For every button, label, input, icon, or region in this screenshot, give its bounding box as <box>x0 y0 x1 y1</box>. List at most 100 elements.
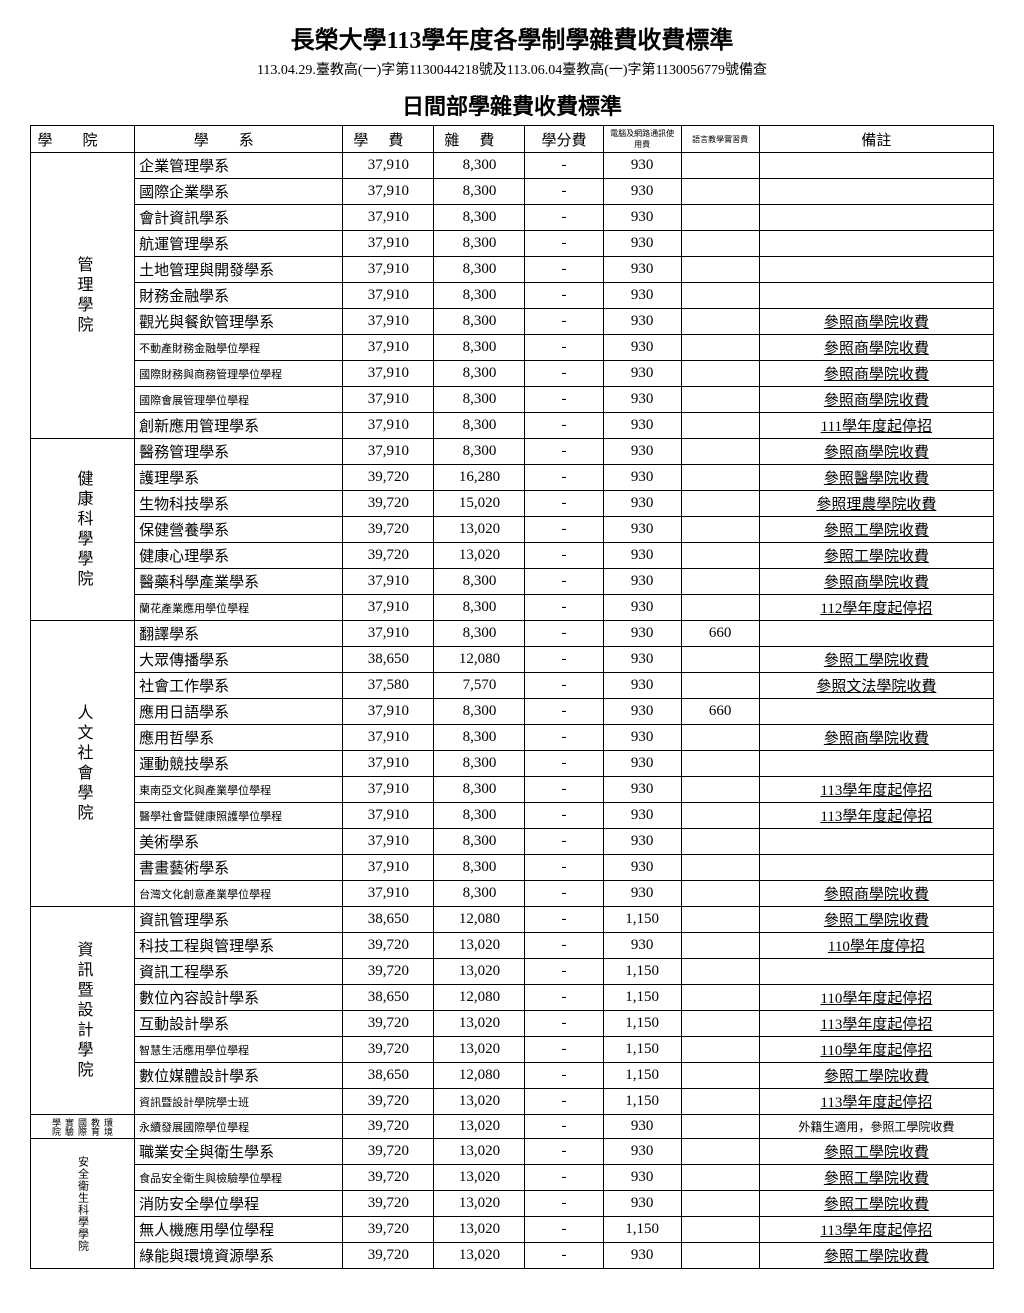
hdr-note: 備註 <box>759 126 993 153</box>
fee-cell: - <box>525 309 603 335</box>
dept-cell: 數位內容設計學系 <box>135 985 343 1011</box>
dept-cell: 醫藥科學產業學系 <box>135 569 343 595</box>
fee-cell: 13,020 <box>434 1115 525 1139</box>
fee-cell: - <box>525 179 603 205</box>
note-cell <box>759 257 993 283</box>
note-cell <box>759 855 993 881</box>
fee-cell: 37,910 <box>343 309 434 335</box>
table-body: 管理學院企業管理學系37,9108,300-930國際企業學系37,9108,3… <box>31 153 994 1269</box>
fee-cell <box>681 517 759 543</box>
fee-cell: - <box>525 1243 603 1269</box>
fee-cell: - <box>525 1139 603 1165</box>
fee-cell: - <box>525 1217 603 1243</box>
fee-cell <box>681 803 759 829</box>
fee-cell: - <box>525 907 603 933</box>
note-cell: 參照商學院收費 <box>759 361 993 387</box>
fee-cell: 930 <box>603 647 681 673</box>
fee-cell: 37,910 <box>343 387 434 413</box>
fee-cell: 8,300 <box>434 777 525 803</box>
fee-table: 學院 學系 學費 雜費 學分費 電腦及網路通訊使用費 語言教學實習費 備註 管理… <box>30 125 994 1269</box>
fee-cell: 39,720 <box>343 1011 434 1037</box>
fee-cell <box>681 777 759 803</box>
fee-cell: 8,300 <box>434 361 525 387</box>
fee-cell <box>681 309 759 335</box>
fee-cell: - <box>525 1165 603 1191</box>
fee-cell: 37,910 <box>343 777 434 803</box>
fee-cell: 1,150 <box>603 1217 681 1243</box>
fee-cell: 37,910 <box>343 257 434 283</box>
note-cell: 110學年度起停招 <box>759 1037 993 1063</box>
fee-cell: - <box>525 621 603 647</box>
note-cell: 113學年度起停招 <box>759 1217 993 1243</box>
college-cell: 資訊暨設計學院 <box>31 907 135 1115</box>
fee-cell: 930 <box>603 1191 681 1217</box>
fee-cell <box>681 1037 759 1063</box>
fee-cell: 8,300 <box>434 153 525 179</box>
fee-cell <box>681 855 759 881</box>
fee-cell: 38,650 <box>343 647 434 673</box>
fee-cell <box>681 335 759 361</box>
table-header-row: 學院 學系 學費 雜費 學分費 電腦及網路通訊使用費 語言教學實習費 備註 <box>31 126 994 153</box>
fee-cell <box>681 231 759 257</box>
dept-cell: 綠能與環境資源學系 <box>135 1243 343 1269</box>
fee-cell: 8,300 <box>434 751 525 777</box>
table-row: 保健營養學系39,72013,020-930參照工學院收費 <box>31 517 994 543</box>
fee-cell: 8,300 <box>434 803 525 829</box>
table-row: 醫學社會暨健康照護學位學程37,9108,300-930113學年度起停招 <box>31 803 994 829</box>
fee-cell: 930 <box>603 205 681 231</box>
fee-cell <box>681 751 759 777</box>
fee-cell: 13,020 <box>434 517 525 543</box>
fee-cell: 13,020 <box>434 959 525 985</box>
note-cell <box>759 283 993 309</box>
note-cell: 外籍生適用，參照工學院收費 <box>759 1115 993 1139</box>
table-row: 安全衛生科學學院職業安全與衛生學系39,72013,020-930參照工學院收費 <box>31 1139 994 1165</box>
table-row: 土地管理與開發學系37,9108,300-930 <box>31 257 994 283</box>
fee-cell <box>681 985 759 1011</box>
fee-cell: 39,720 <box>343 543 434 569</box>
table-row: 應用哲學系37,9108,300-930參照商學院收費 <box>31 725 994 751</box>
note-cell: 參照商學院收費 <box>759 387 993 413</box>
fee-cell: 37,910 <box>343 231 434 257</box>
fee-cell: - <box>525 231 603 257</box>
fee-cell: 37,910 <box>343 699 434 725</box>
hdr-fee1: 學費 <box>343 126 434 153</box>
fee-cell: - <box>525 985 603 1011</box>
note-cell <box>759 153 993 179</box>
dept-cell: 應用哲學系 <box>135 725 343 751</box>
hdr-fee4: 電腦及網路通訊使用費 <box>603 126 681 153</box>
table-row: 數位媒體設計學系38,65012,080-1,150參照工學院收費 <box>31 1063 994 1089</box>
note-cell: 參照工學院收費 <box>759 1139 993 1165</box>
table-row: 台灣文化創意產業學位學程37,9108,300-930參照商學院收費 <box>31 881 994 907</box>
fee-cell <box>681 465 759 491</box>
note-cell: 113學年度起停招 <box>759 777 993 803</box>
page-subtitle: 113.04.29.臺教高(一)字第1130044218號及113.06.04臺… <box>30 59 994 79</box>
table-row: 護理學系39,72016,280-930參照醫學院收費 <box>31 465 994 491</box>
dept-cell: 美術學系 <box>135 829 343 855</box>
fee-cell: 38,650 <box>343 907 434 933</box>
table-row: 不動產財務金融學位學程37,9108,300-930參照商學院收費 <box>31 335 994 361</box>
fee-cell: - <box>525 439 603 465</box>
fee-cell: 8,300 <box>434 829 525 855</box>
fee-cell <box>681 647 759 673</box>
fee-cell <box>681 1011 759 1037</box>
fee-cell: - <box>525 569 603 595</box>
page-title: 長榮大學113學年度各學制學雜費收費標準 <box>30 20 994 55</box>
fee-cell: 8,300 <box>434 309 525 335</box>
fee-cell: 12,080 <box>434 1063 525 1089</box>
table-row: 健康心理學系39,72013,020-930參照工學院收費 <box>31 543 994 569</box>
note-cell: 參照商學院收費 <box>759 439 993 465</box>
dept-cell: 醫學社會暨健康照護學位學程 <box>135 803 343 829</box>
fee-cell: 13,020 <box>434 1191 525 1217</box>
fee-cell: 39,720 <box>343 1115 434 1139</box>
dept-cell: 台灣文化創意產業學位學程 <box>135 881 343 907</box>
table-row: 科技工程與管理學系39,72013,020-930110學年度停招 <box>31 933 994 959</box>
note-cell: 111學年度起停招 <box>759 413 993 439</box>
fee-cell: 930 <box>603 257 681 283</box>
fee-cell: - <box>525 517 603 543</box>
college-cell: 管理學院 <box>31 153 135 439</box>
note-cell: 參照商學院收費 <box>759 309 993 335</box>
fee-cell: 930 <box>603 309 681 335</box>
fee-cell: 930 <box>603 725 681 751</box>
fee-cell: 930 <box>603 179 681 205</box>
hdr-dept: 學系 <box>135 126 343 153</box>
